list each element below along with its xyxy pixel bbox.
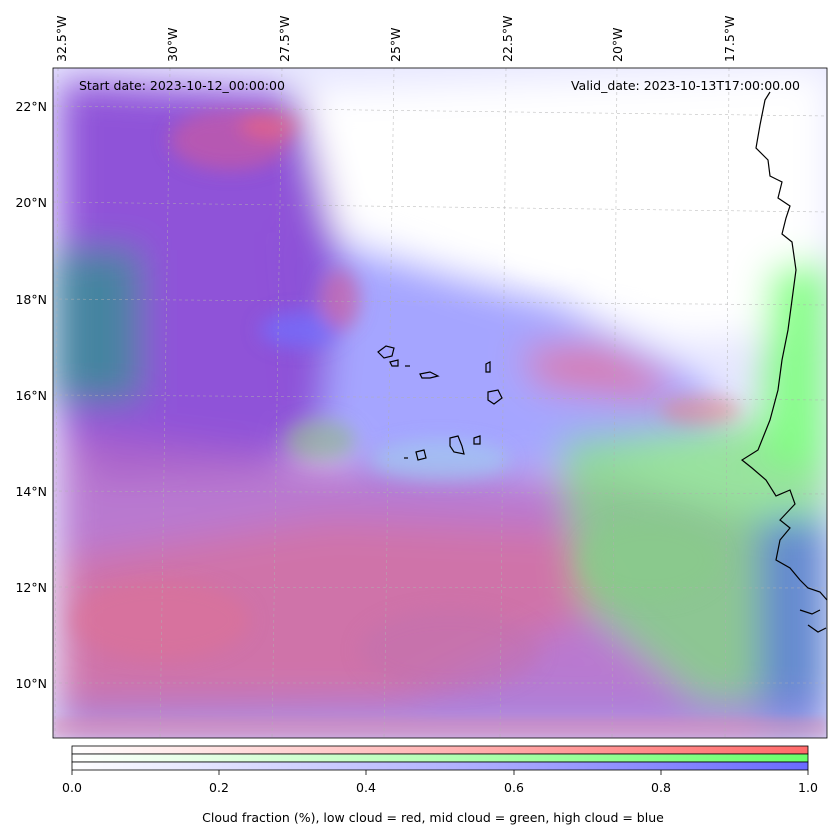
colorbar-tick: 1.0 [798,780,818,795]
gridlines [53,68,827,738]
lat-label: 22°N [15,99,47,114]
cloud-field [53,68,827,738]
lat-label: 16°N [15,388,47,403]
lon-label: 22.5°W [500,16,515,62]
cape-verde-islands [377,345,503,461]
colorbar-label: Cloud fraction (%), low cloud = red, mid… [202,810,664,825]
start-date-label: Start date: 2023-10-12_00:00:00 [79,78,285,93]
colorbar-tick: 0.2 [209,780,229,795]
lon-label: 30°W [165,27,180,62]
valid-date-label: Valid_date: 2023-10-13T17:00:00.00 [571,78,800,93]
colorbar: 0.0 0.2 0.4 0.6 0.8 1.0 Cloud fraction (… [62,745,818,825]
lat-label: 14°N [15,484,47,499]
colorbar-low [71,745,809,755]
lat-label: 10°N [15,676,47,691]
colorbar-mid [71,753,809,763]
lon-label: 17.5°W [722,16,737,62]
lon-label: 25°W [388,27,403,62]
coastline [740,91,828,633]
colorbar-high [71,761,809,771]
colorbar-tick: 0.6 [504,780,524,795]
lon-label: 27.5°W [277,16,292,62]
lat-label: 20°N [15,195,47,210]
lon-label: 20°W [610,27,625,62]
map-frame [52,67,828,739]
colorbar-tick: 0.4 [356,780,376,795]
latitude-labels: 22°N 20°N 18°N 16°N 14°N 12°N 10°N [15,99,47,691]
colorbar-tick: 0.0 [62,780,82,795]
lat-label: 12°N [15,580,47,595]
lat-label: 18°N [15,292,47,307]
lon-label: 32.5°W [54,16,69,62]
colorbar-tick: 0.8 [651,780,671,795]
longitude-labels: 32.5°W 30°W 27.5°W 25°W 22.5°W 20°W 17.5… [54,16,737,62]
